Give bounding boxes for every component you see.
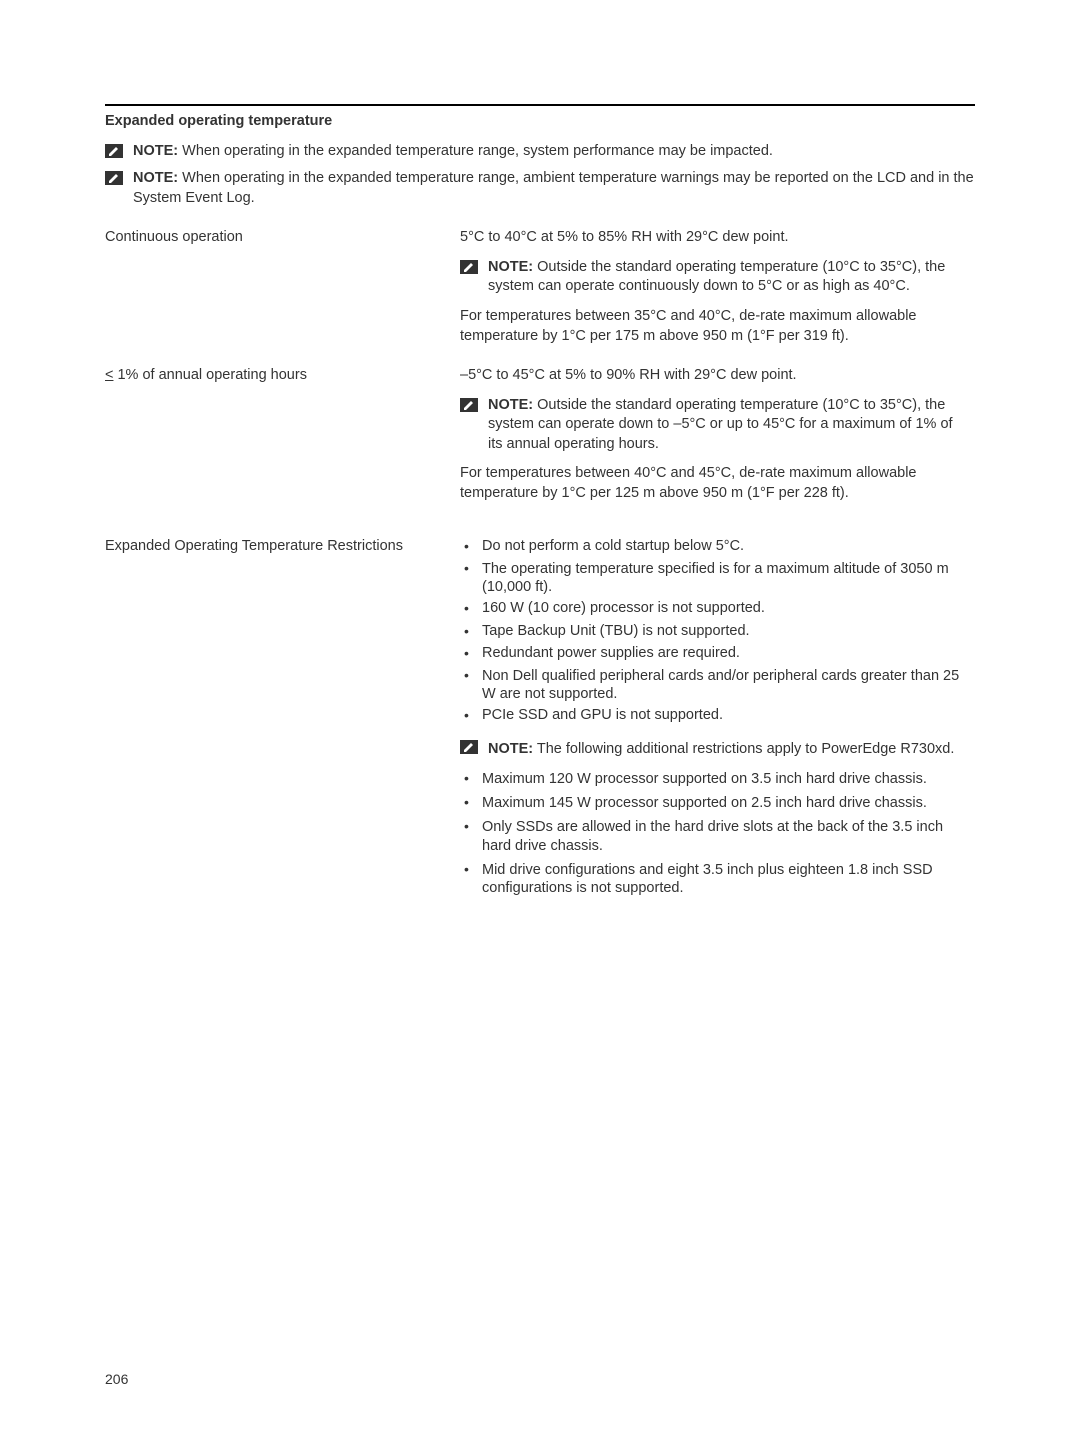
note-body-text: Outside the standard operating temperatu… (488, 397, 953, 452)
note-body-text: When operating in the expanded temperatu… (133, 170, 974, 206)
pencil-note-icon (460, 260, 478, 274)
spec-left-label: Expanded Operating Temperature Restricti… (105, 537, 460, 903)
spec-left-label: Continuous operation (105, 228, 460, 346)
top-note-1: NOTE: When operating in the expanded tem… (105, 142, 975, 162)
page-number: 206 (105, 1370, 128, 1389)
note-label: NOTE: (488, 397, 533, 413)
spec-right-content: Do not perform a cold startup below 5°C.… (460, 537, 975, 903)
list-item: Non Dell qualified peripheral cards and/… (460, 667, 975, 703)
spec-row-continuous: Continuous operation 5°C to 40°C at 5% t… (105, 228, 975, 346)
note-text: NOTE: When operating in the expanded tem… (133, 169, 975, 208)
spec-row-restrictions: Expanded Operating Temperature Restricti… (105, 537, 975, 903)
list-item: Maximum 145 W processor supported on 2.5… (460, 794, 975, 812)
spec-paragraph: For temperatures between 40°C and 45°C, … (460, 464, 975, 503)
note-body: NOTE: Outside the standard operating tem… (488, 258, 975, 297)
list-item: The operating temperature specified is f… (460, 560, 975, 596)
note-body-text: Outside the standard operating temperatu… (488, 259, 945, 295)
pencil-note-icon (460, 398, 478, 412)
sub-note: NOTE: The following additional restricti… (460, 738, 975, 760)
note-body-text: The following additional restrictions ap… (533, 741, 954, 757)
spec-row-annual: < 1% of annual operating hours –5°C to 4… (105, 366, 975, 503)
spec-value-line: –5°C to 45°C at 5% to 90% RH with 29°C d… (460, 366, 975, 386)
sub-note: NOTE: Outside the standard operating tem… (460, 396, 975, 455)
top-note-2: NOTE: When operating in the expanded tem… (105, 169, 975, 208)
note-label: NOTE: (488, 741, 533, 757)
list-item: Maximum 120 W processor supported on 3.5… (460, 770, 975, 788)
note-body-text: When operating in the expanded temperatu… (178, 143, 773, 159)
list-item: PCIe SSD and GPU is not supported. (460, 706, 975, 726)
restrictions-list-2: Maximum 120 W processor supported on 3.5… (460, 770, 975, 897)
note-label: NOTE: (488, 259, 533, 275)
note-body: NOTE: The following additional restricti… (488, 738, 975, 760)
note-body: NOTE: Outside the standard operating tem… (488, 396, 975, 455)
section-title: Expanded operating temperature (105, 104, 975, 132)
spec-paragraph: For temperatures between 35°C and 40°C, … (460, 307, 975, 346)
restrictions-list-1: Do not perform a cold startup below 5°C.… (460, 537, 975, 725)
note-label: NOTE: (133, 143, 178, 159)
spec-right-content: 5°C to 40°C at 5% to 85% RH with 29°C de… (460, 228, 975, 346)
note-label: NOTE: (133, 170, 178, 186)
spec-left-rest: 1% of annual operating hours (113, 367, 306, 383)
pencil-note-icon (460, 740, 478, 754)
list-item: Do not perform a cold startup below 5°C. (460, 537, 975, 557)
pencil-note-icon (105, 171, 123, 185)
list-item: Tape Backup Unit (TBU) is not supported. (460, 622, 975, 642)
list-item: 160 W (10 core) processor is not support… (460, 599, 975, 619)
spec-right-content: –5°C to 45°C at 5% to 90% RH with 29°C d… (460, 366, 975, 503)
list-item: Redundant power supplies are required. (460, 644, 975, 664)
spec-left-label: < 1% of annual operating hours (105, 366, 460, 503)
pencil-note-icon (105, 144, 123, 158)
spec-value-line: 5°C to 40°C at 5% to 85% RH with 29°C de… (460, 228, 975, 248)
list-item: Only SSDs are allowed in the hard drive … (460, 818, 975, 854)
note-text: NOTE: When operating in the expanded tem… (133, 142, 975, 162)
sub-note: NOTE: Outside the standard operating tem… (460, 258, 975, 297)
list-item: Mid drive configurations and eight 3.5 i… (460, 861, 975, 897)
